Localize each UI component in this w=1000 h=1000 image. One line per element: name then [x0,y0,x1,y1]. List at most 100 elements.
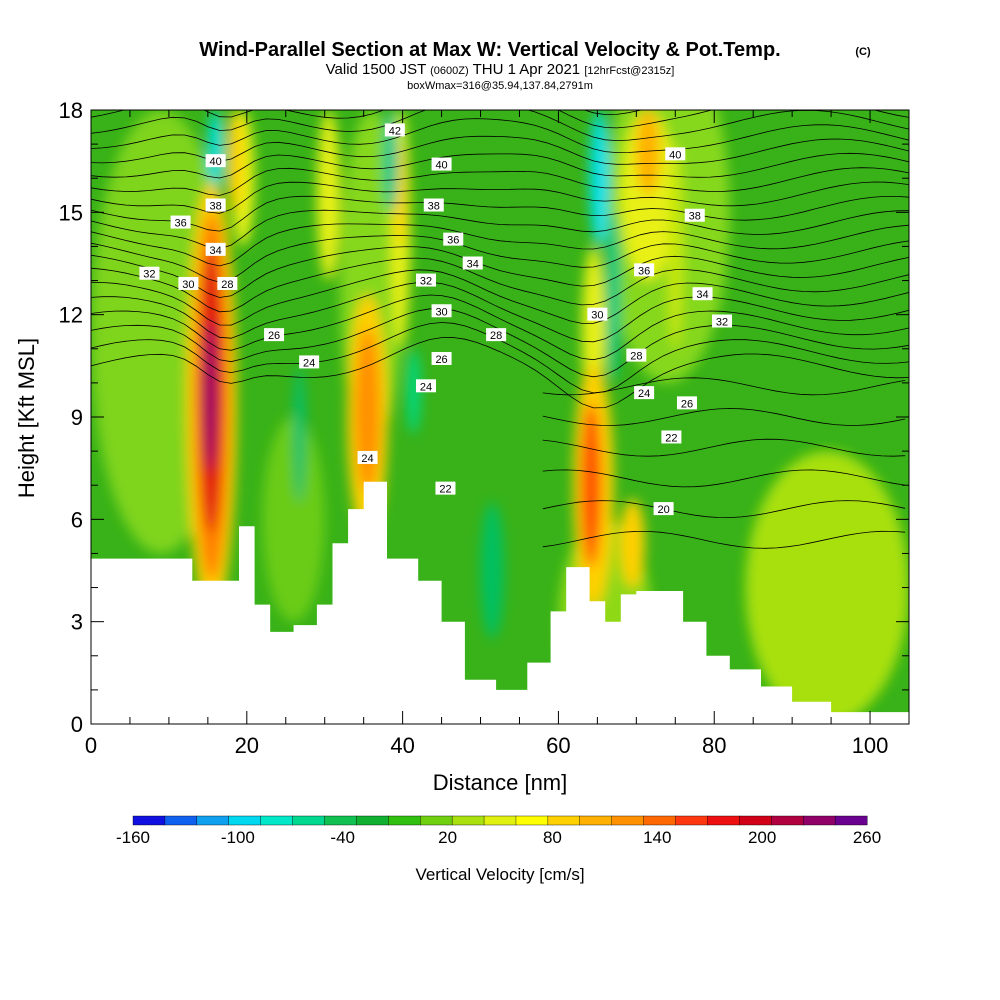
colorbar-tick-label: 260 [853,828,881,847]
theta-contour-line [542,377,906,396]
contour-label: 26 [431,352,452,366]
chart-title-suffix: (C) [855,46,871,58]
colorbar-swatch [515,815,549,826]
x-tick-label: 0 [85,733,97,758]
colorbar-swatch [834,815,868,826]
theta-contour-line [91,167,909,196]
colorbar-swatch [228,815,262,826]
contour-label-text: 24 [303,357,315,369]
contour-label-text: 20 [657,504,669,516]
contour-label: 28 [217,276,238,291]
y-tick-label: 18 [59,98,83,123]
velocity-patch [207,110,224,196]
velocity-patch [293,365,306,503]
updraft-core [203,321,217,472]
valid-line: Valid 1500 JST (0600Z) THU 1 Apr 2021 [1… [326,61,675,78]
contour-label-text: 30 [435,306,447,318]
theta-contour-line [91,223,909,267]
contour-label-text: 36 [174,218,186,230]
colorbar-swatch [292,815,325,826]
colorbar-label: Vertical Velocity [cm/s] [415,865,584,884]
theta-contour-line [91,152,909,179]
contour-label-text: 40 [210,156,222,168]
theta-contour-line [91,246,909,298]
y-tick-label: 3 [71,610,83,635]
contour-label-text: 42 [389,125,401,137]
contour-label: 38 [423,198,444,213]
velocity-patch [406,348,421,435]
contour-label: 22 [435,481,456,496]
contour-label: 36 [634,263,655,277]
colorbar-tick-label: 80 [543,828,562,847]
x-tick-label: 40 [390,733,414,758]
contour-label-text: 28 [490,330,502,342]
x-axis-label: Distance [nm] [433,770,568,795]
updraft-core [581,403,602,568]
theta-contour-line [542,469,906,488]
theta-contour-line [91,281,909,343]
contour-label: 30 [431,304,452,318]
x-tick-label: 100 [852,733,889,758]
contour-label: 34 [462,256,483,271]
contour-label: 20 [653,502,674,516]
contour-label-text: 24 [420,381,432,393]
contour-label: 38 [205,198,226,213]
theta-contour-line [91,269,909,326]
colorbar-swatch [611,815,645,826]
contour-label: 30 [587,307,608,322]
contour-label: 28 [486,328,507,342]
contour-label: 38 [684,208,705,223]
updraft-core [619,498,645,588]
colorbar-swatch [324,815,357,826]
colorbar-swatch [132,815,166,826]
theta-contour-line [542,530,906,549]
colorbar-swatch [579,815,613,826]
theta-contour-line [91,135,909,165]
velocity-patch [589,110,610,247]
colorbar-swatch [451,815,485,826]
contour-label-text: 32 [420,276,432,288]
colorbar-tick-label: 140 [643,828,671,847]
colorbar [132,815,868,826]
colorbar-swatch [356,815,389,826]
contour-label: 40 [205,154,226,168]
theta-contour-line [91,195,909,232]
colorbar-swatch [483,815,517,826]
contour-label: 24 [634,386,655,400]
theta-contour-line [91,294,909,361]
velocity-patch [480,502,504,639]
contour-label: 36 [443,232,464,247]
contour-label-text: 24 [638,388,650,400]
terrain-mask [91,481,909,724]
velocity-patch [667,144,684,349]
colorbar-swatch [164,815,198,826]
colorbar-swatch [707,815,740,826]
contour-label-text: 26 [268,330,280,342]
theta-contours [91,110,909,549]
contour-label: 34 [692,287,713,301]
contour-label: 22 [661,430,682,444]
contour-label: 40 [431,157,452,172]
contour-label: 42 [384,123,405,137]
contour-label-text: 38 [210,201,222,213]
colorbar-tick-label: 20 [438,828,457,847]
contour-label-text: 22 [439,484,451,496]
contour-label: 40 [665,147,686,161]
contour-label-text: 38 [689,211,701,223]
colorbar-swatch [643,815,677,826]
velocity-patch [745,451,909,724]
contour-label: 24 [299,355,320,369]
contour-label: 24 [357,450,378,465]
colorbar-swatch [802,815,836,826]
theta-contour-line [91,181,909,214]
x-tick-label: 60 [546,733,570,758]
box-wmax-line: boxWmax=316@35.94,137.84,2791m [407,80,593,92]
contour-label-text: 40 [669,149,681,161]
contour-label: 32 [712,314,733,328]
contour-label: 36 [170,215,191,230]
colorbar-tick-label: -100 [221,828,255,847]
contour-label-text: 22 [665,432,677,444]
theta-contour-line [91,110,909,142]
colorbar-swatch [388,815,421,826]
